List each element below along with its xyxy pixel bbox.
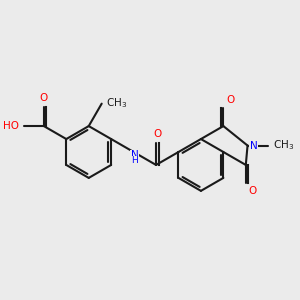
Text: H: H [131, 157, 138, 166]
Text: O: O [153, 129, 161, 139]
Text: N: N [250, 140, 257, 151]
Text: O: O [40, 93, 48, 103]
Text: CH$_3$: CH$_3$ [273, 139, 295, 152]
Text: CH$_3$: CH$_3$ [106, 96, 127, 110]
Text: HO: HO [3, 121, 20, 131]
Text: O: O [249, 186, 257, 196]
Text: O: O [226, 95, 235, 105]
Text: N: N [131, 150, 139, 160]
